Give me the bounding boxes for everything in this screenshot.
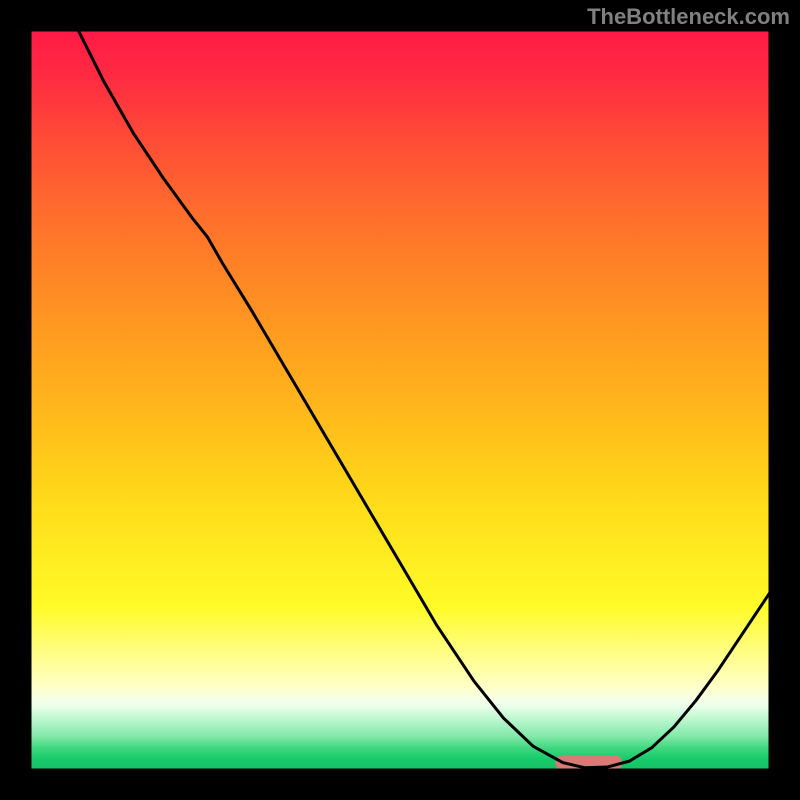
watermark-text: TheBottleneck.com — [587, 4, 790, 30]
chart-container: TheBottleneck.com — [0, 0, 800, 800]
plot-background — [30, 30, 770, 770]
bottleneck-chart — [0, 0, 800, 800]
